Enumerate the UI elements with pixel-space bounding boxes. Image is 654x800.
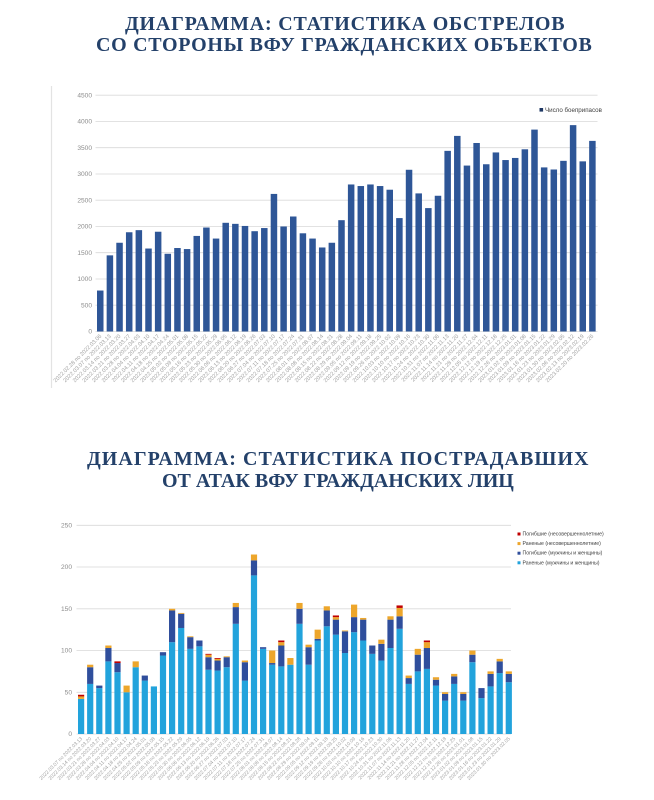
svg-text:200: 200: [61, 564, 72, 571]
svg-text:0: 0: [68, 731, 72, 738]
svg-text:Погибшие (несовершеннолетние): Погибшие (несовершеннолетние): [523, 532, 605, 538]
svg-text:4000: 4000: [77, 119, 92, 126]
svg-text:4500: 4500: [77, 92, 92, 99]
svg-text:500: 500: [81, 302, 92, 309]
svg-text:Число боеприпасов: Число боеприпасов: [545, 107, 603, 114]
svg-text:2000: 2000: [77, 224, 92, 231]
svg-text:150: 150: [61, 606, 72, 613]
svg-text:50: 50: [65, 690, 73, 697]
svg-text:1500: 1500: [77, 250, 92, 257]
svg-text:3000: 3000: [77, 171, 92, 178]
svg-text:0: 0: [88, 329, 92, 336]
svg-text:250: 250: [61, 523, 72, 530]
svg-text:3500: 3500: [77, 145, 92, 152]
svg-text:1000: 1000: [77, 276, 92, 283]
svg-text:Погибшие (мужчины и женщины): Погибшие (мужчины и женщины): [523, 551, 603, 557]
svg-text:Раненые (несовершеннолетние): Раненые (несовершеннолетние): [523, 541, 602, 547]
svg-text:100: 100: [61, 648, 72, 655]
svg-text:Раненые (мужчины и женщины): Раненые (мужчины и женщины): [523, 560, 600, 566]
svg-text:2500: 2500: [77, 197, 92, 204]
